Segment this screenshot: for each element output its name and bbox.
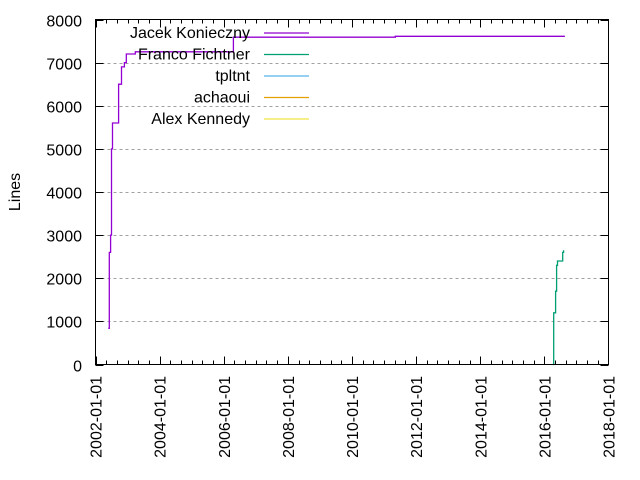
x-tick-label: 2004-01-01 bbox=[153, 376, 170, 458]
x-tick-label: 2016-01-01 bbox=[537, 376, 554, 458]
y-tick-label: 6000 bbox=[46, 100, 82, 117]
y-tick-label: 5000 bbox=[46, 143, 82, 160]
legend-item: Franco Fichtner bbox=[138, 47, 309, 64]
y-tick-label: 8000 bbox=[46, 14, 82, 31]
plot-frame bbox=[95, 19, 609, 365]
grid-lines bbox=[95, 63, 609, 322]
x-tick-label: 2012-01-01 bbox=[409, 376, 426, 458]
x-tick-label: 2010-01-01 bbox=[345, 376, 362, 458]
x-axis-tick-labels: 2002-01-01 2004-01-01 2006-01-01 2008-01-01… bbox=[89, 376, 619, 458]
legend-item: Jacek Konieczny bbox=[130, 25, 309, 42]
y-axis-title: Lines bbox=[7, 173, 24, 211]
legend: Jacek Konieczny Franco Fichtner tpltnt acha… bbox=[130, 25, 309, 128]
x-tick-label: 2006-01-01 bbox=[217, 376, 234, 458]
legend-label: Franco Fichtner bbox=[138, 47, 251, 64]
y-tick-label: 4000 bbox=[46, 186, 82, 203]
y-tick-label: 1000 bbox=[46, 315, 82, 332]
series-line-franco-fichtner bbox=[552, 250, 565, 366]
y-tick-label: 3000 bbox=[46, 229, 82, 246]
x-tick-label: 2018-01-01 bbox=[602, 376, 619, 458]
series-line-jacek-konieczny bbox=[108, 35, 565, 329]
data-series bbox=[108, 35, 565, 366]
y-tick-label: 2000 bbox=[46, 272, 82, 289]
x-tick-label: 2008-01-01 bbox=[281, 376, 298, 458]
y-tick-label: 0 bbox=[73, 359, 82, 376]
axis-ticks bbox=[95, 19, 609, 366]
x-tick-label: 2014-01-01 bbox=[473, 376, 490, 458]
legend-item: achaoui bbox=[194, 90, 309, 107]
legend-item: tpltnt bbox=[215, 68, 309, 85]
y-tick-label: 7000 bbox=[46, 57, 82, 74]
legend-label: Jacek Konieczny bbox=[130, 25, 250, 42]
y-axis-tick-labels: 0 1000 2000 3000 4000 5000 6000 7000 8000 bbox=[46, 14, 82, 376]
legend-label: tpltnt bbox=[215, 68, 250, 85]
legend-label: achaoui bbox=[194, 90, 250, 107]
legend-item: Alex Kennedy bbox=[151, 111, 309, 128]
x-tick-label: 2002-01-01 bbox=[89, 376, 106, 458]
legend-label: Alex Kennedy bbox=[151, 111, 250, 128]
